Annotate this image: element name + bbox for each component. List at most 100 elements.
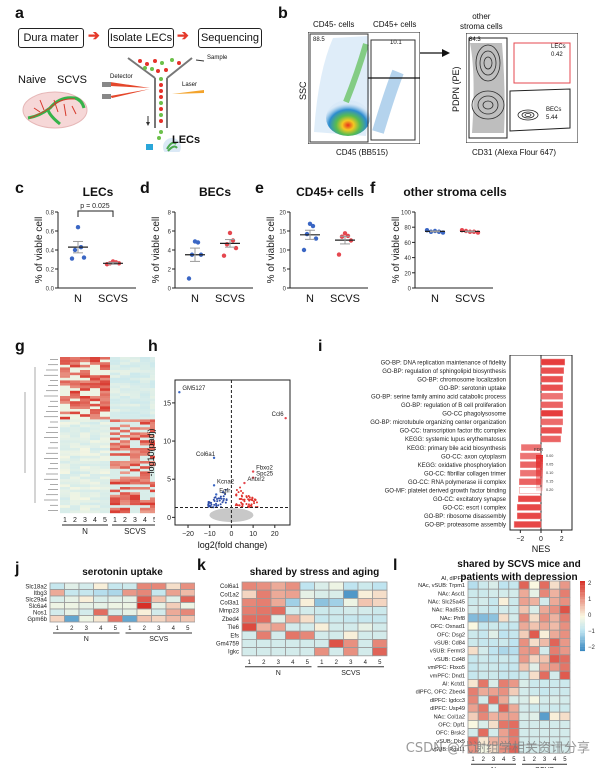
legend-gradient-step: [580, 581, 585, 583]
heatmap-cell: [90, 500, 100, 503]
row-label: dlPFC, OFC: Zbed4: [416, 690, 465, 696]
up-regulated-point: [241, 503, 244, 506]
heatmap-cell: [110, 390, 120, 394]
legend-gradient-step: [536, 471, 543, 474]
down-regulated-point: [221, 491, 224, 494]
heatmap-cell: [488, 613, 500, 623]
up-regulated-point: [247, 506, 250, 509]
heatmap-cell: [70, 442, 80, 446]
heatmap-cell: [100, 463, 110, 467]
heatmap-cell: [120, 505, 130, 508]
heatmap-cell: [64, 595, 80, 603]
heatmap-cell: [90, 507, 100, 511]
heatmap-cell: [120, 453, 130, 456]
heatmap-cell: [120, 359, 130, 363]
point-label: GM5127: [182, 386, 206, 392]
heatmap-cell: [78, 582, 94, 590]
heatmap-cell: [60, 463, 70, 467]
heatmap-cell: [110, 466, 120, 469]
heatmap-cell: [80, 362, 90, 365]
heatmap-cell: [498, 613, 510, 623]
heatmap-cell: [110, 370, 120, 373]
heatmap-cell: [467, 728, 479, 738]
legend-tick-label: 0.10: [546, 471, 553, 475]
point-label: Spc25: [256, 472, 274, 478]
term-label: KEGG: primary bile acid biosynthesis: [407, 446, 506, 452]
heatmap-cell: [70, 468, 80, 472]
heatmap-cell: [90, 505, 100, 508]
heatmap-cell: [107, 602, 123, 610]
heatmap-cell: [299, 647, 315, 657]
heatmap-cell: [110, 474, 120, 477]
heatmap-cell: [549, 662, 561, 672]
heatmap-cell: [130, 453, 140, 456]
heatmap-cell: [100, 448, 110, 451]
point-label: Kcna2: [217, 479, 235, 485]
heatmap-cell: [256, 622, 272, 632]
legend-gradient-step: [580, 634, 585, 636]
heatmap-cell: [110, 471, 120, 475]
heatmap-cell: [80, 461, 90, 464]
heatmap-cell: [467, 605, 479, 615]
heatmap-cell: [120, 487, 130, 490]
chart-title-e: CD45+ cells: [296, 185, 364, 199]
legend-gradient-step: [536, 455, 543, 457]
column-label: 1: [113, 517, 117, 524]
heatmap-cell: [78, 615, 94, 623]
heatmap-cell: [130, 468, 140, 472]
column-label: 3: [349, 660, 353, 666]
legend-gradient-step: [580, 617, 585, 619]
y-tick-label: 6: [168, 230, 172, 236]
heatmap-cell: [549, 621, 561, 631]
heatmap-cell: [80, 442, 90, 446]
heatmap-cell: [130, 385, 140, 389]
heatmap-cell: [130, 427, 140, 430]
heatmap-cell: [285, 622, 301, 632]
heatmap-cell: [477, 679, 489, 689]
heatmap-cell: [100, 510, 110, 514]
heatmap-cell: [140, 440, 150, 443]
heatmap-cell: [93, 608, 109, 616]
heatmap-cell: [110, 442, 120, 446]
heatmap-cell: [559, 654, 571, 664]
heatmap-cell: [538, 670, 550, 680]
legend-tick-label: 0.20: [546, 488, 553, 492]
heatmap-cell: [508, 654, 520, 664]
heatmap-cell: [285, 630, 301, 640]
heatmap-cell: [343, 598, 359, 608]
heatmap-cell: [314, 606, 330, 616]
term-label: GO-CC: RNA polymerase iii complex: [408, 480, 506, 486]
heatmap-cell: [343, 622, 359, 632]
heatmap-cell: [508, 588, 520, 598]
heatmap-cell: [130, 409, 140, 412]
row-label: Zbed4: [222, 617, 240, 623]
heatmap-cell: [140, 401, 150, 404]
heatmap-cell: [314, 630, 330, 640]
data-point: [195, 240, 201, 245]
heatmap-cell: [150, 377, 155, 381]
heatmap-cell: [488, 621, 500, 631]
heatmap-cell: [70, 432, 80, 436]
heatmap-cell: [372, 647, 388, 657]
heatmap-cell: [120, 362, 130, 365]
legend-gradient-step: [580, 602, 585, 604]
heatmap-cell: [140, 505, 150, 508]
heatmap-cell: [270, 622, 286, 632]
heatmap-cell: [100, 479, 110, 482]
heatmap-cell: [314, 639, 330, 649]
heatmap-cell: [110, 398, 120, 402]
heatmap-cell: [180, 602, 195, 610]
heatmap-cell: [110, 468, 120, 472]
panel-j-heatmap: serotonin uptake Slc18a2Itbg3Slc29a4Slc6a…: [25, 567, 195, 643]
heatmap-cell: [90, 429, 100, 433]
legend-gradient-step: [580, 648, 585, 650]
heatmap-cell: [150, 372, 155, 376]
heatmap-cell: [130, 461, 140, 464]
lecs-gate-value: 0.42: [551, 52, 563, 58]
heatmap-cell: [49, 608, 65, 616]
heatmap-cell: [110, 497, 120, 501]
down-regulated-point: [224, 493, 227, 496]
term-label: GO-BP: microtubule organizing center org…: [370, 420, 506, 426]
heatmap-cell: [140, 489, 150, 493]
heatmap-cell: [90, 489, 100, 493]
